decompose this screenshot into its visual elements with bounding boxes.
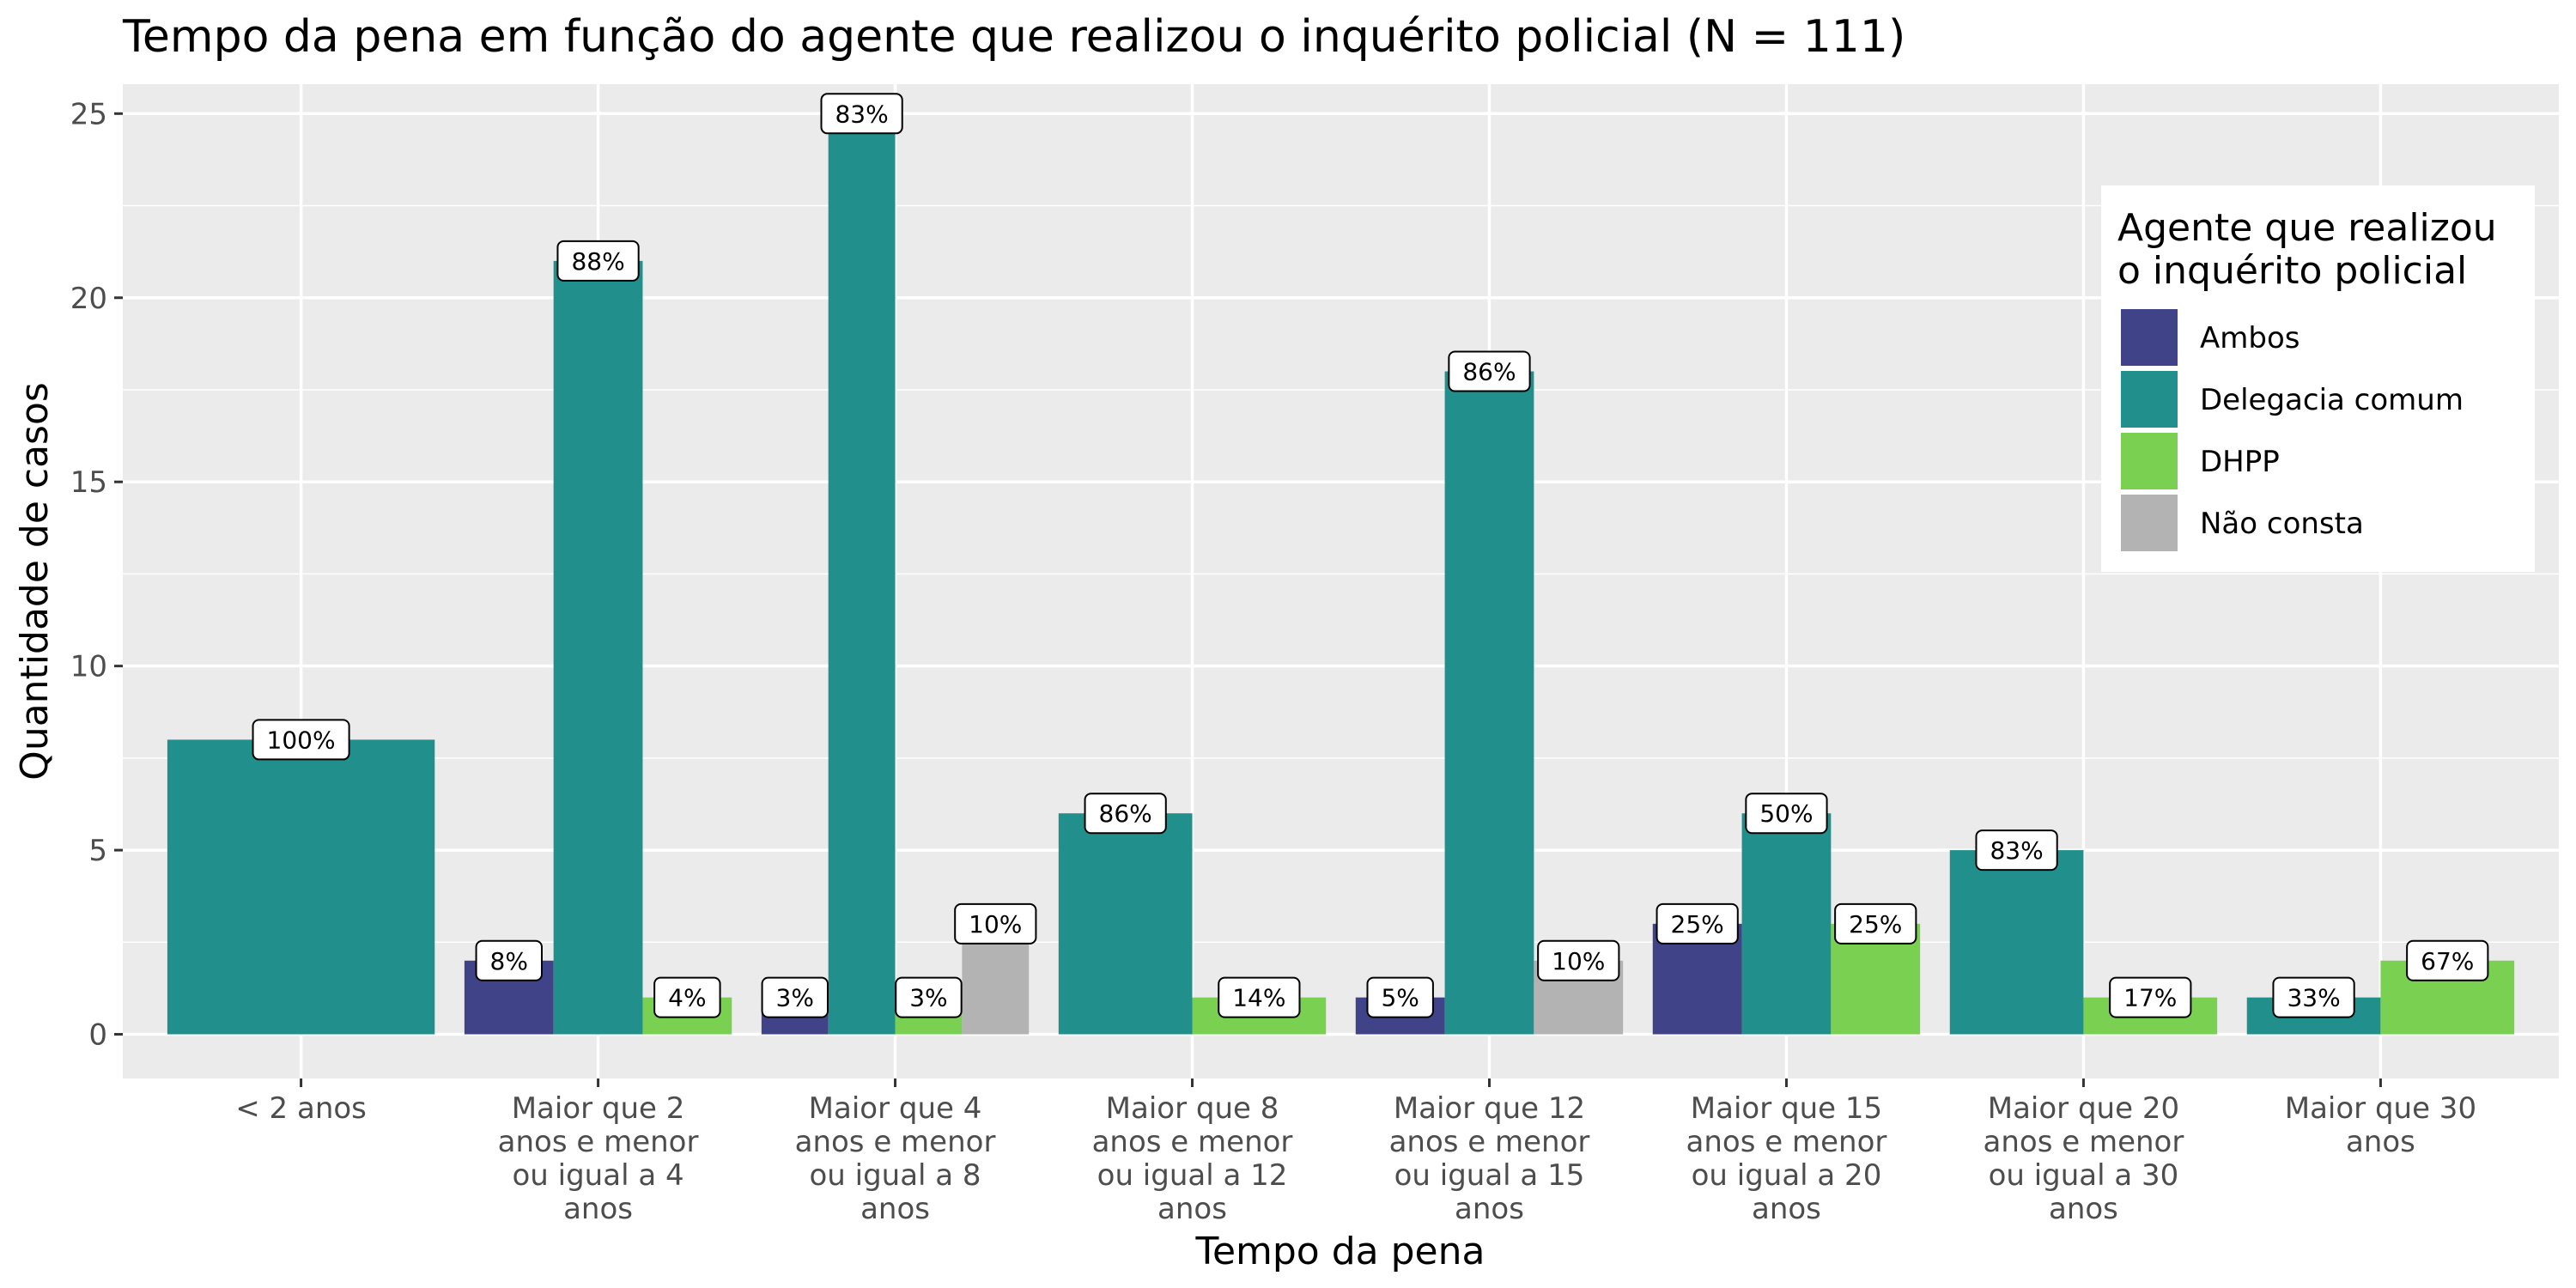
data-label-box	[954, 902, 1037, 945]
data-label-box	[1656, 902, 1739, 945]
data-label: 33%	[2272, 976, 2355, 1018]
data-label: 17%	[2109, 976, 2192, 1018]
data-label-text: 3%	[776, 984, 814, 1012]
bar-delegacia-comum	[1949, 850, 2084, 1035]
data-label-text: 8%	[490, 947, 528, 975]
y-tick-label: 0	[88, 1018, 107, 1053]
data-label-text: 83%	[835, 100, 888, 128]
data-label: 50%	[1745, 793, 1828, 835]
legend-label: Ambos	[2200, 321, 2300, 355]
data-label-text: 10%	[969, 910, 1022, 939]
data-label-text: 4%	[668, 984, 706, 1012]
y-tick-label: 10	[70, 650, 107, 684]
data-label-text: 86%	[1462, 358, 1516, 386]
x-tick-label: Maior que 4 anos e menor ou igual a 8 anos	[795, 1091, 996, 1226]
bar-delegacia-comum	[1444, 371, 1534, 1035]
chart-title: Tempo da pena em função do agente que re…	[122, 11, 1905, 63]
bar-delegacia-comum	[1741, 813, 1832, 1035]
y-tick-label: 20	[70, 282, 107, 316]
data-label: 10%	[954, 902, 1037, 945]
y-axis-title: Quantidade de casos	[13, 382, 57, 781]
y-tick-label: 15	[70, 465, 107, 500]
data-label-box	[653, 976, 721, 1018]
data-label-box	[895, 976, 963, 1018]
data-label-text: 3%	[909, 984, 947, 1012]
data-label-text: 88%	[571, 247, 624, 276]
data-label-box	[556, 240, 640, 282]
data-label-box	[761, 976, 829, 1018]
x-axis-title: Tempo da pena	[1195, 1230, 1485, 1273]
data-label-text: 83%	[1990, 836, 2043, 865]
bar-delegacia-comum	[828, 113, 896, 1035]
data-label-box	[252, 719, 350, 761]
data-label: 5%	[1366, 976, 1434, 1018]
bar-delegacia-comum	[1058, 813, 1193, 1035]
data-label: 8%	[475, 939, 543, 981]
data-label: 86%	[1448, 350, 1531, 392]
x-tick-label: Maior que 12 anos e menor ou igual a 15 ano…	[1389, 1091, 1590, 1226]
bar-delegacia-comum	[553, 260, 643, 1035]
x-axis: < 2 anos Maior que 2 anos e menor ou igual …	[235, 1078, 2476, 1226]
legend-label: Não consta	[2200, 507, 2364, 541]
data-label-box	[2406, 939, 2489, 981]
data-label: 67%	[2406, 939, 2489, 981]
data-label: 3%	[895, 976, 963, 1018]
data-label-text: 5%	[1381, 984, 1419, 1012]
data-label-box	[2272, 976, 2355, 1018]
data-label: 100%	[252, 719, 350, 761]
data-label-text: 25%	[1849, 910, 1902, 939]
data-label: 83%	[1975, 829, 2058, 872]
legend-label: DHPP	[2200, 445, 2280, 479]
data-label-box	[1084, 793, 1167, 835]
data-label-text: 14%	[1232, 984, 1285, 1012]
data-label: 25%	[1656, 902, 1739, 945]
legend-key-dhpp	[2121, 433, 2178, 489]
legend-title-line-2: o inquérito policial	[2117, 249, 2467, 293]
data-label: 3%	[761, 976, 829, 1018]
y-tick-label: 5	[88, 834, 107, 868]
data-label: 25%	[1834, 902, 1917, 945]
data-label-box	[1366, 976, 1434, 1018]
data-label-box	[1537, 939, 1620, 981]
data-label-box	[2109, 976, 2192, 1018]
x-tick-label: Maior que 15 anos e menor ou igual a 20 ano…	[1686, 1091, 1887, 1226]
data-label-box	[475, 939, 543, 981]
data-label-text: 33%	[2287, 984, 2340, 1012]
data-label-box	[1975, 829, 2058, 872]
x-tick-label: Maior que 8 anos e menor ou igual a 12 anos	[1092, 1091, 1293, 1226]
y-tick-label: 25	[70, 97, 107, 131]
legend-title-line-1: Agente que realizou	[2117, 206, 2497, 250]
x-tick-label: Maior que 2 anos e menor ou igual a 4 anos	[498, 1091, 699, 1226]
bar-delegacia-comum	[167, 739, 435, 1035]
legend-key-n-o-consta	[2121, 495, 2178, 551]
data-label-text: 50%	[1759, 799, 1813, 828]
data-label-box	[1448, 350, 1531, 392]
data-label-text: 25%	[1671, 910, 1724, 939]
data-label-box	[1218, 976, 1301, 1018]
legend-key-delegacia-comum	[2121, 371, 2178, 428]
data-label-text: 17%	[2123, 984, 2177, 1012]
x-tick-label: < 2 anos	[235, 1091, 367, 1126]
x-tick-label: Maior que 30 anos	[2285, 1091, 2476, 1159]
y-axis: 0 5 10 15 20 25	[70, 97, 123, 1053]
data-label-box	[1834, 902, 1917, 945]
data-label-text: 67%	[2421, 947, 2474, 975]
data-label: 83%	[820, 93, 903, 135]
legend: Agente que realizou o inquérito policial…	[2101, 185, 2535, 572]
data-label-box	[820, 93, 903, 135]
data-label: 10%	[1537, 939, 1620, 981]
data-label-text: 86%	[1099, 799, 1152, 828]
data-label: 86%	[1084, 793, 1167, 835]
data-label-text: 100%	[267, 726, 336, 754]
data-label-box	[1745, 793, 1828, 835]
data-label: 88%	[556, 240, 640, 282]
data-labels: 100% 8% 88% 4% 3% 83% 3% 10% 86% 14% 5% 86% 10% 25% 50…	[252, 93, 2489, 1018]
legend-key-ambos	[2121, 309, 2178, 366]
data-label: 14%	[1218, 976, 1301, 1018]
x-tick-label: Maior que 20 anos e menor ou igual a 30 ano…	[1984, 1091, 2184, 1226]
data-label-text: 10%	[1552, 947, 1605, 975]
legend-label: Delegacia comum	[2200, 383, 2464, 417]
data-label: 4%	[653, 976, 721, 1018]
